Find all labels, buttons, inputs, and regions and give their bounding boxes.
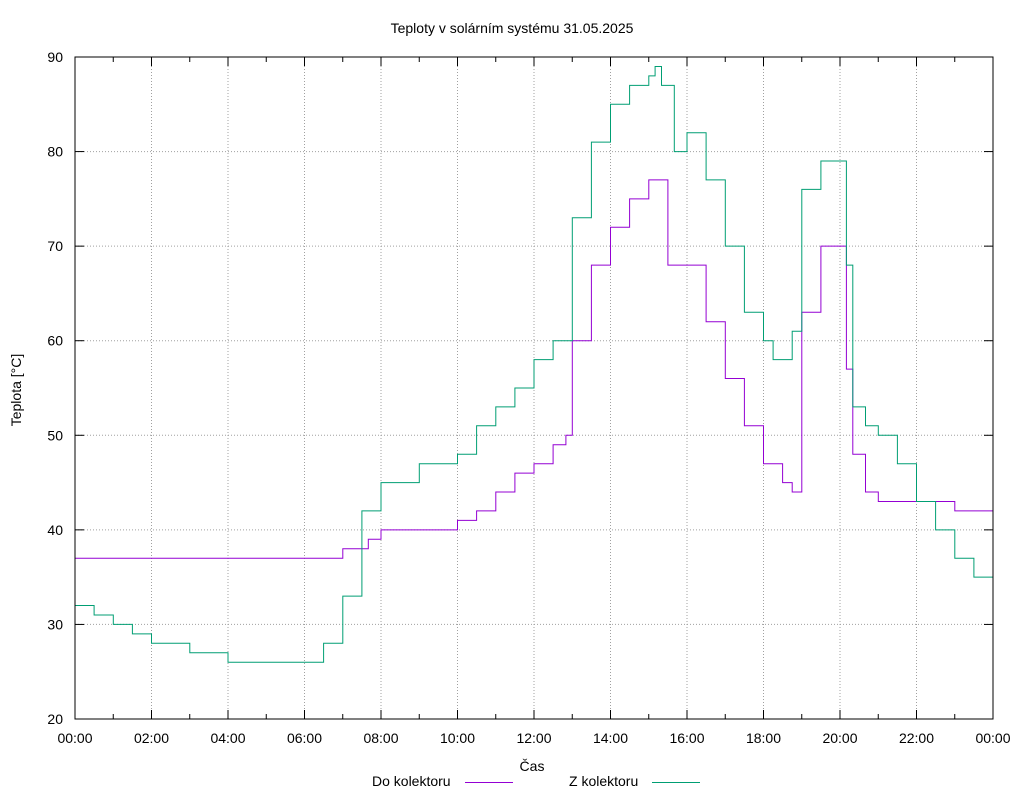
x-axis-label: Čas: [519, 758, 545, 774]
x-tick-label: 06:00: [287, 730, 322, 746]
y-tick-label: 50: [47, 427, 63, 443]
y-tick-label: 40: [47, 522, 63, 538]
x-tick-label: 18:00: [746, 730, 781, 746]
legend-swatch-z-kolektoru: [652, 781, 701, 783]
legend-label-do-kolektoru: Do kolektoru: [372, 773, 451, 789]
x-tick-label: 20:00: [822, 730, 857, 746]
series-line-do-kolektoru: [75, 179, 993, 559]
x-tick-label: 00:00: [975, 730, 1010, 746]
x-tick-label: 08:00: [363, 730, 398, 746]
y-tick-label: 30: [47, 616, 63, 632]
x-tick-label: 22:00: [899, 730, 934, 746]
legend-swatch-do-kolektoru: [464, 781, 513, 783]
y-tick-label: 70: [47, 238, 63, 254]
x-tick-label: 10:00: [440, 730, 475, 746]
x-tick-label: 14:00: [593, 730, 628, 746]
x-tick-label: 02:00: [134, 730, 169, 746]
y-tick-label: 80: [47, 144, 63, 160]
x-tick-label: 12:00: [516, 730, 551, 746]
series-line-z-kolektoru: [75, 66, 994, 663]
x-tick-label: 16:00: [669, 730, 704, 746]
plot-frame: [74, 56, 994, 720]
legend-item-z-kolektoru: Z kolektoru: [569, 773, 701, 789]
legend-label-z-kolektoru: Z kolektoru: [569, 773, 639, 789]
y-tick-label: 90: [47, 49, 63, 65]
y-tick-label: 60: [47, 333, 63, 349]
x-tick-label: 04:00: [210, 730, 245, 746]
chart-title: Teploty v solárním systému 31.05.2025: [390, 20, 634, 36]
legend-item-do-kolektoru: Do kolektoru: [372, 773, 513, 789]
y-tick-label: 20: [47, 711, 63, 727]
y-axis-label: Teplota [°C]: [8, 353, 24, 427]
x-tick-label: 00:00: [57, 730, 92, 746]
